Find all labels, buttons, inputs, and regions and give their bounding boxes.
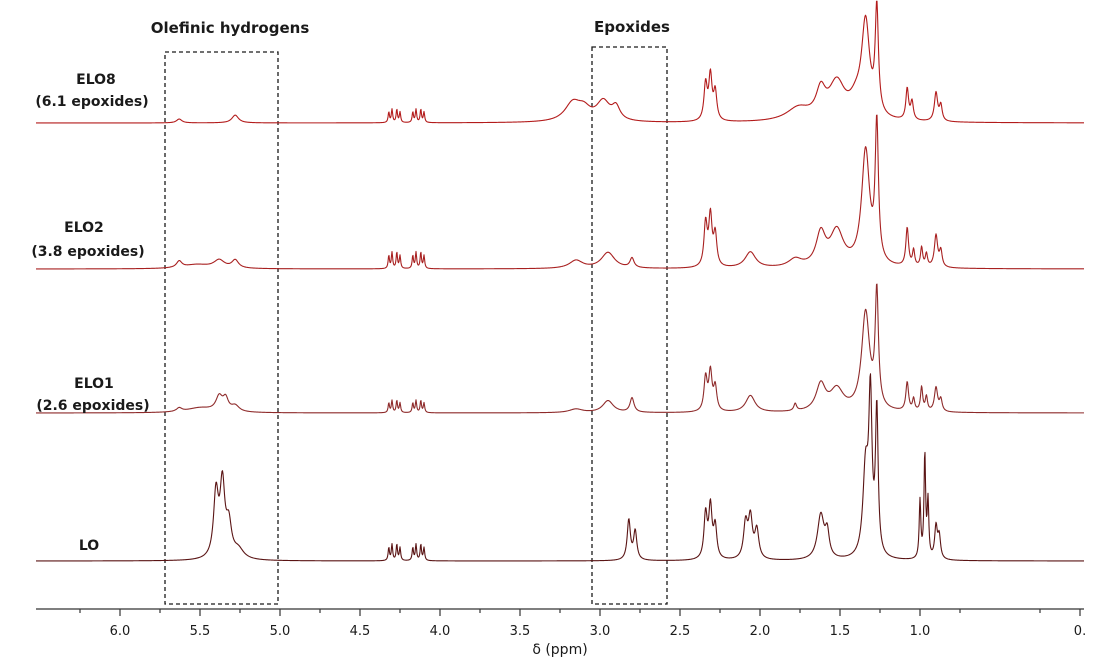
spectrum-traces: [35, 0, 1085, 562]
series-label-elo2-detail: (3.8 epoxides): [31, 244, 144, 260]
x-axis-ticks: 6.0 5.5 5.0 4.5 4.0 3.5 3.0 2.5 2.0 1.5 1.0 0.: [79, 609, 1086, 639]
x-tick-label: 0.: [1074, 624, 1086, 639]
series-labels: ELO8 (6.1 epoxides) ELO2 (3.8 epoxides) …: [31, 72, 149, 554]
trace-elo1: [35, 283, 1085, 414]
x-tick-label: 5.0: [270, 624, 291, 639]
series-label-elo8: ELO8: [76, 72, 116, 88]
x-axis-title: δ (ppm): [532, 642, 587, 658]
epoxide-region-label: Epoxides: [594, 18, 670, 36]
x-tick-label: 5.5: [190, 624, 211, 639]
series-label-lo: LO: [79, 538, 99, 554]
olefinic-region-box: [164, 51, 279, 605]
trace-elo2: [35, 114, 1085, 270]
x-tick-label: 4.5: [350, 624, 371, 639]
highlight-regions: Olefinic hydrogens Epoxides: [151, 18, 670, 605]
x-tick-label: 3.0: [590, 624, 611, 639]
olefinic-region-label: Olefinic hydrogens: [151, 19, 310, 37]
trace-lo: [35, 373, 1085, 562]
x-tick-label: 2.0: [750, 624, 771, 639]
series-label-elo1: ELO1: [74, 376, 114, 392]
trace-elo8: [35, 0, 1085, 124]
series-label-elo2: ELO2: [64, 220, 104, 236]
x-tick-label: 4.0: [430, 624, 451, 639]
series-label-elo1-detail: (2.6 epoxides): [36, 398, 149, 414]
epoxide-region-box: [591, 46, 668, 605]
x-tick-label: 3.5: [510, 624, 531, 639]
x-tick-label: 2.5: [670, 624, 691, 639]
x-tick-label: 1.5: [830, 624, 851, 639]
x-axis: 6.0 5.5 5.0 4.5 4.0 3.5 3.0 2.5 2.0 1.5 1.0 0. δ (p…: [36, 608, 1086, 658]
x-tick-label: 1.0: [910, 624, 931, 639]
series-label-elo8-detail: (6.1 epoxides): [35, 94, 148, 110]
x-tick-label: 6.0: [110, 624, 131, 639]
